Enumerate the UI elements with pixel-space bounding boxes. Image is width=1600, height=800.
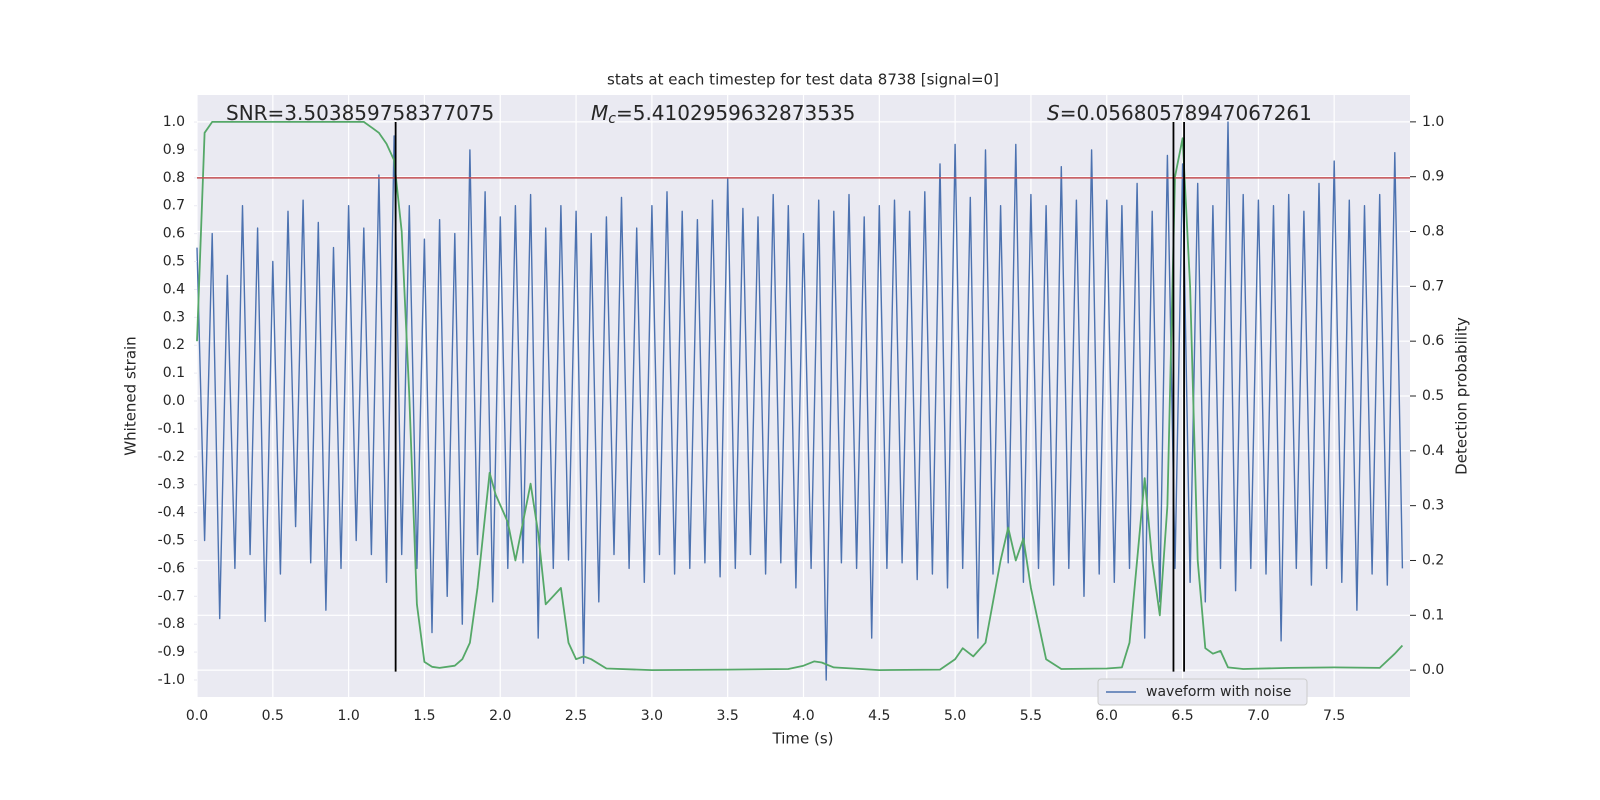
y-tick-label: 0.3 [163,309,185,325]
y-tick-label: 0.0 [163,393,185,409]
marks [196,121,1410,681]
annotation-text: =0.05680578947067261 [1060,101,1312,125]
y2-tick-label: 0.9 [1422,169,1444,185]
y-tick-label: -1.0 [158,672,185,688]
annotation-symbol: M [591,101,608,125]
x-tick-label: 0.0 [186,708,208,724]
y-tick-label: 0.5 [163,254,185,270]
annotation: Mc=5.4102959632873535 [591,101,855,128]
y2-tick-label: 0.8 [1422,224,1444,240]
legend-label: waveform with noise [1146,684,1291,700]
y-tick-label: -0.5 [158,533,185,549]
annotation-text: =5.4102959632873535 [616,101,855,125]
y2-tick-label: 0.3 [1422,498,1444,514]
y-tick-label: 1.0 [163,114,185,130]
y2-tick-label: 0.7 [1422,278,1444,294]
x-tick-label: 3.5 [717,708,739,724]
y-tick-label: -0.2 [158,449,185,465]
y2-tick-label: 0.2 [1422,552,1444,568]
y-tick-label: 0.4 [163,281,185,297]
y2-tick-label: 1.0 [1422,114,1444,130]
y2-tick-label: 0.6 [1422,333,1444,349]
x-tick-label: 2.5 [565,708,587,724]
x-tick-label: 6.5 [1171,708,1193,724]
chart-title: stats at each timestep for test data 873… [607,71,999,89]
x-tick-label: 7.0 [1247,708,1269,724]
y-tick-label: 0.1 [163,365,185,381]
y-tick-label: 0.8 [163,170,185,186]
annotation: SNR=3.503859758377075 [226,101,494,125]
y2-tick-label: 0.5 [1422,388,1444,404]
x-tick-label: 2.0 [489,708,511,724]
y-tick-label: -0.3 [158,477,185,493]
y-tick-label: 0.9 [163,142,185,158]
annotation: S=0.05680578947067261 [1047,101,1312,125]
y-tick-label: 0.2 [163,337,185,353]
annotation-symbol: S [1047,101,1060,125]
x-axis-label: Time (s) [772,730,834,748]
y-tick-label: -0.6 [158,560,185,576]
annotation-text: SNR=3.503859758377075 [226,101,494,125]
x-tick-label: 7.5 [1323,708,1345,724]
y-tick-label: -0.7 [158,588,185,604]
x-tick-label: 3.0 [641,708,663,724]
annotation-subscript: c [608,111,616,127]
x-tick-label: 1.0 [337,708,359,724]
y-tick-label: -0.8 [158,616,185,632]
y2-tick-label: 0.4 [1422,443,1444,459]
x-tick-label: 6.0 [1096,708,1118,724]
y-tick-label: 0.6 [163,226,185,242]
y-axis-label: Whitened strain [122,336,140,455]
data-line [196,121,1404,681]
labels: 0.0 0.5 1.0 1.5 2.0 2.5 3.0 3.5 4.0 4.5 5.0 5.5 6.0 6… [158,101,1445,725]
x-tick-label: 5.5 [1020,708,1042,724]
x-tick-label: 4.0 [792,708,814,724]
legend-box [1097,678,1308,706]
y-tick-label: -0.4 [158,505,185,521]
y2-axis-label: Detection probability [1453,317,1471,475]
y-tick-label: -0.9 [158,644,185,660]
y-tick-label: -0.1 [158,421,185,437]
y2-tick-label: 0.0 [1422,662,1444,678]
x-tick-label: 5.0 [944,708,966,724]
y2-tick-label: 0.1 [1422,607,1444,623]
x-tick-label: 1.5 [413,708,435,724]
x-tick-label: 0.5 [262,708,284,724]
x-tick-label: 4.5 [868,708,890,724]
y-tick-label: 0.7 [163,198,185,214]
data-line [196,121,1404,671]
